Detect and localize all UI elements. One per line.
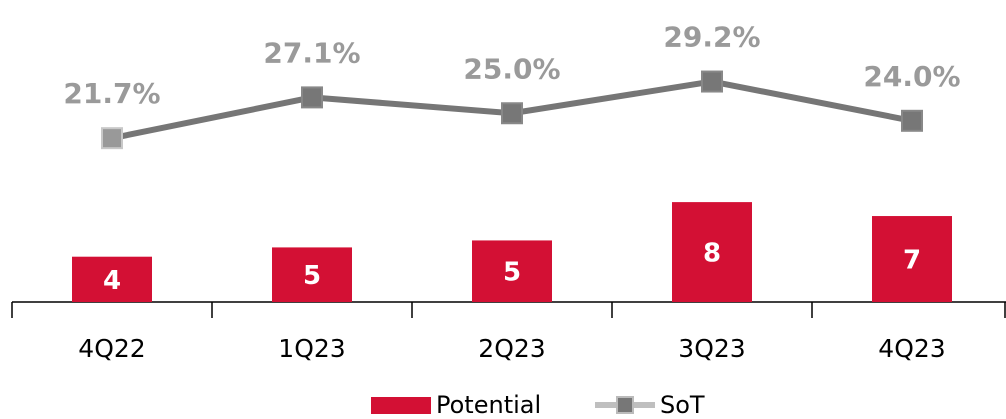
marker (501, 102, 523, 125)
x-tick-label: 2Q23 (478, 334, 545, 363)
marker (101, 127, 123, 150)
marker (301, 86, 323, 109)
point-label: 25.0% (463, 52, 560, 85)
bar (72, 256, 152, 302)
bar (672, 202, 752, 302)
bar-label: 4 (103, 266, 121, 296)
bar (472, 240, 552, 302)
bar (272, 247, 352, 302)
bar-label: 5 (303, 261, 321, 291)
marker (901, 109, 923, 132)
x-tick-label: 4Q22 (78, 334, 145, 363)
point-label: 24.0% (863, 60, 960, 93)
legend-label: Potential (436, 391, 541, 419)
x-tick-label: 1Q23 (278, 334, 345, 363)
bar-label: 7 (903, 246, 921, 276)
point-label: 21.7% (63, 77, 160, 110)
x-tick-label: 3Q23 (678, 334, 745, 363)
point-label: 27.1% (263, 36, 360, 69)
legend-swatch (616, 396, 634, 414)
point-label: 29.2% (663, 21, 760, 54)
legend-label: SoT (660, 391, 705, 419)
bar-label: 5 (503, 258, 521, 288)
bar-label: 8 (703, 239, 721, 269)
legend-swatch (371, 397, 431, 414)
x-tick-label: 4Q23 (878, 334, 945, 363)
bar (872, 216, 952, 302)
marker (701, 70, 723, 93)
